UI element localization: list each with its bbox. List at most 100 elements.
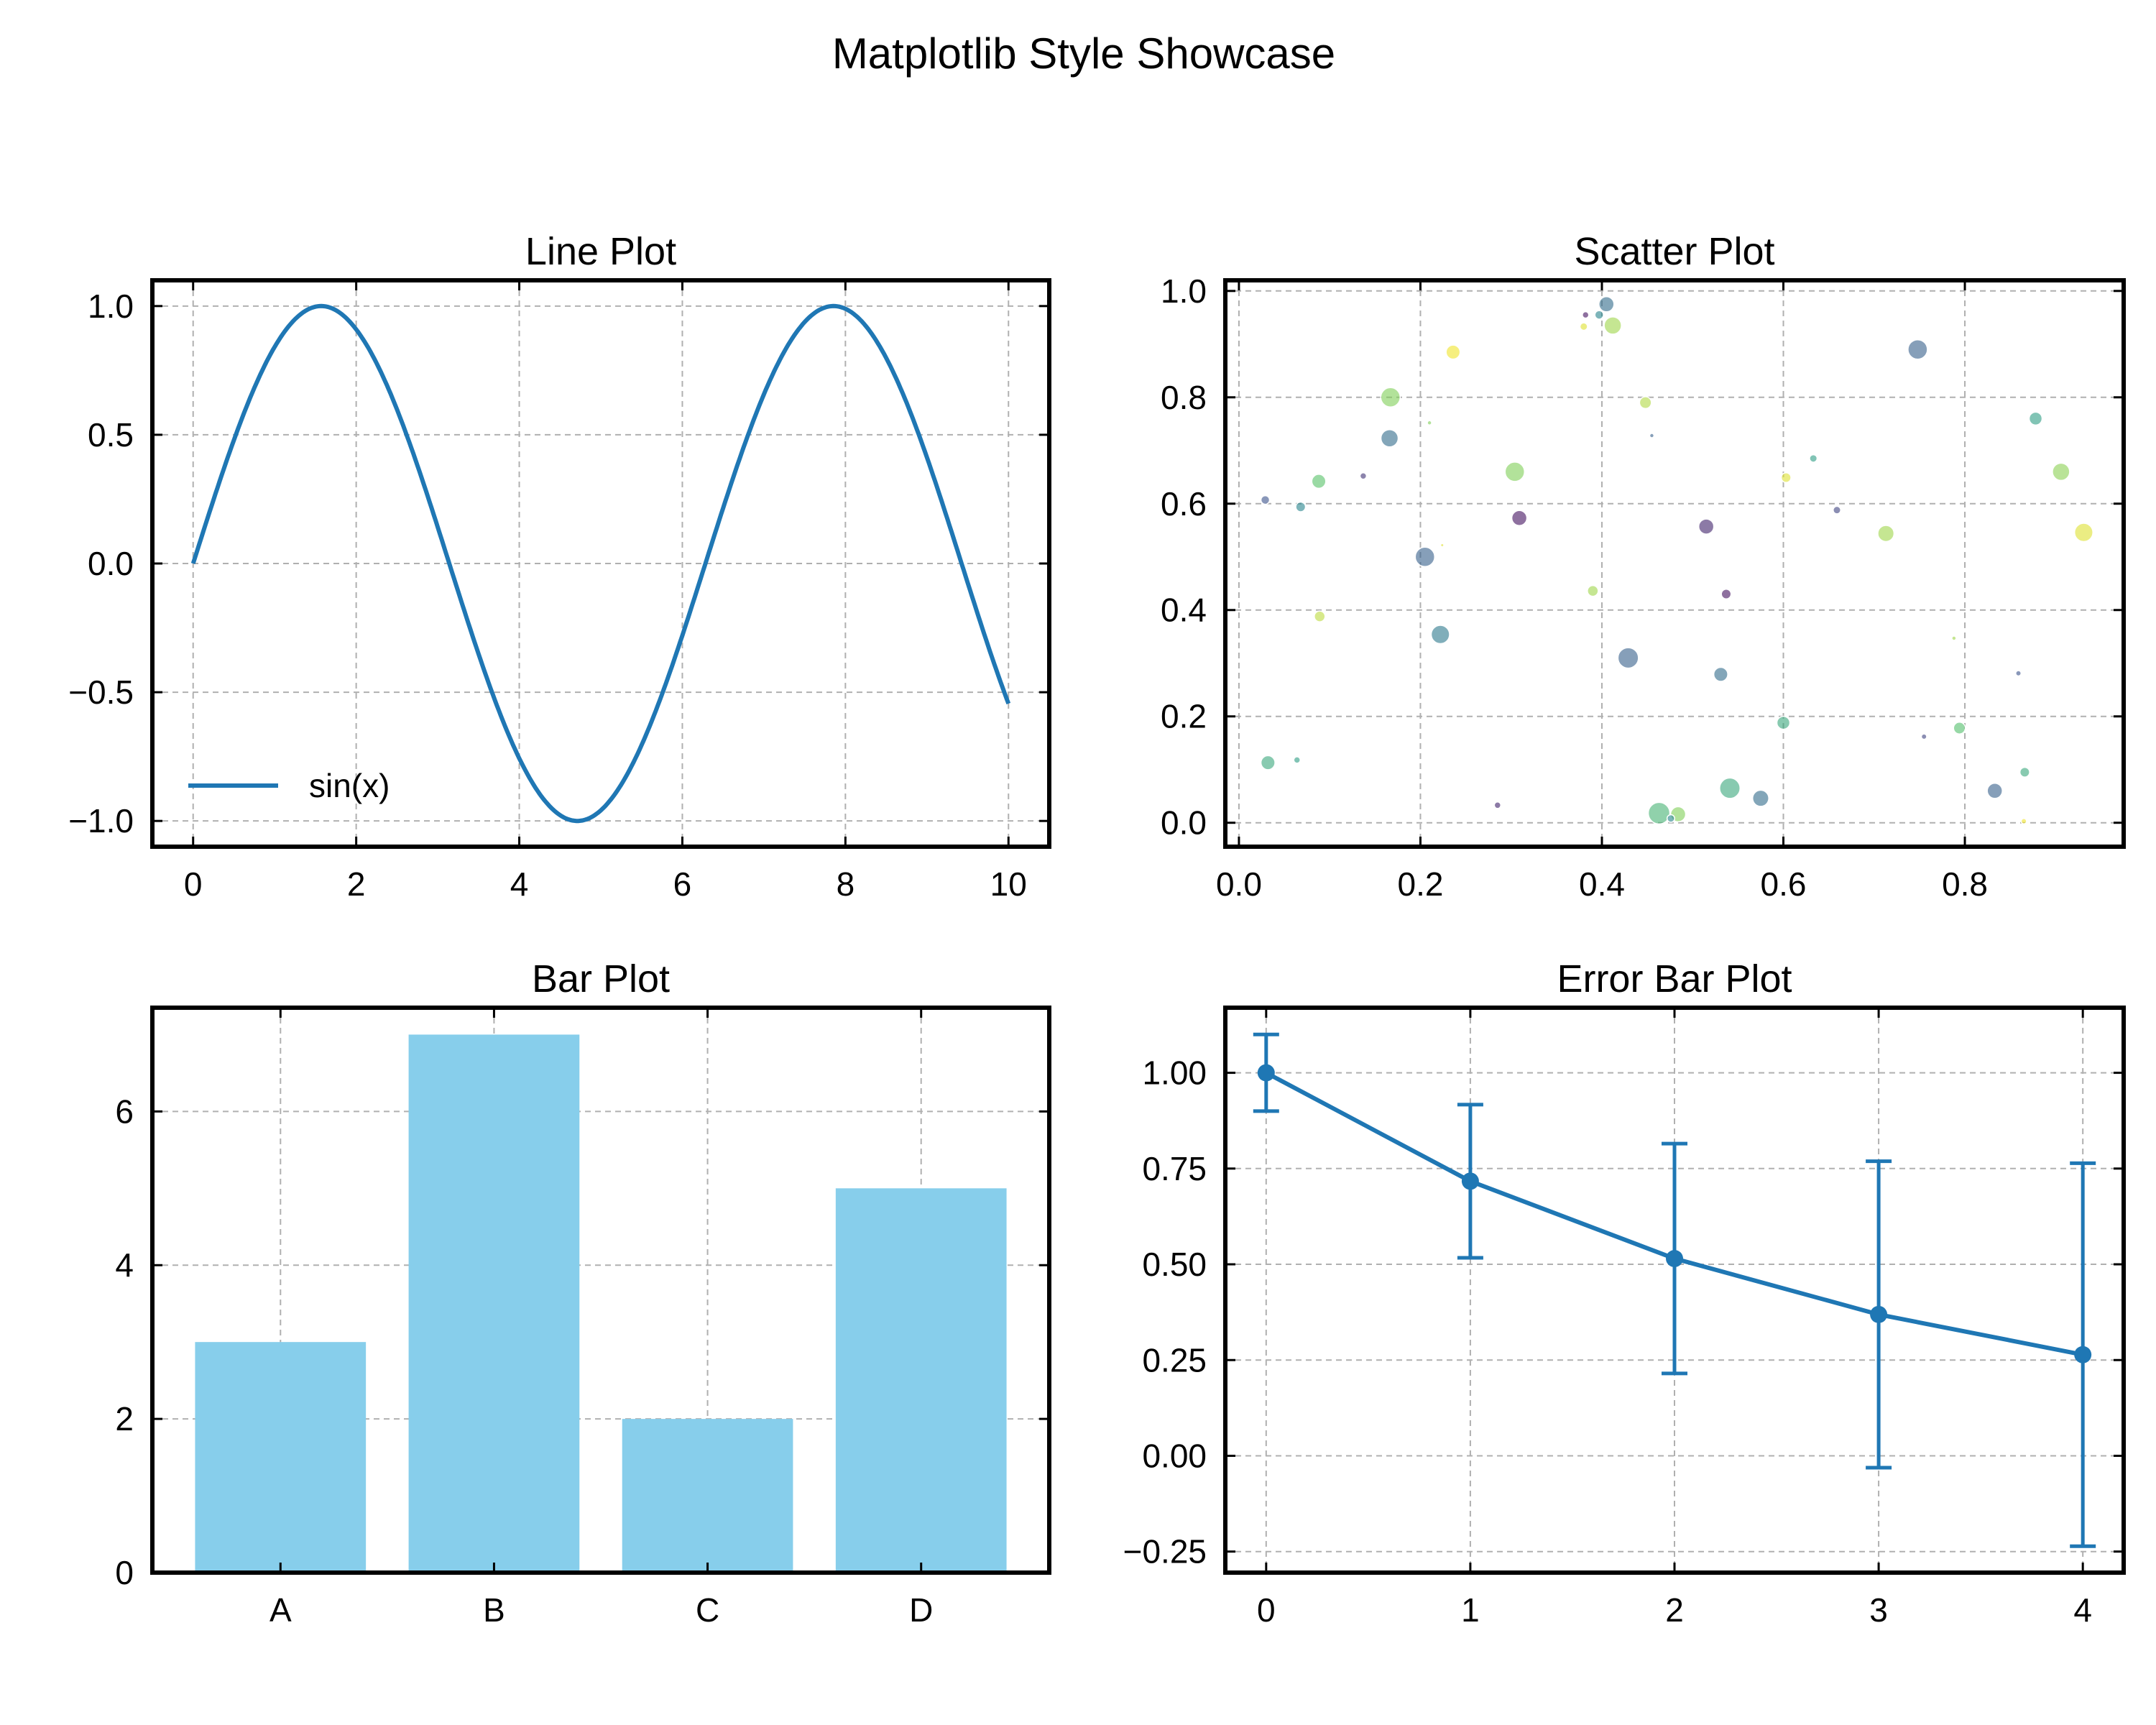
y-tick-label: −0.5 [68,673,134,711]
y-tick-label: 0.2 [1161,698,1207,735]
x-tick-label: 6 [673,865,692,903]
scatter-point [1639,396,1652,410]
bar-A [195,1342,367,1573]
scatter-point [2020,817,2027,824]
scatter-point [1780,472,1792,484]
y-tick-label: 0.4 [1161,592,1207,629]
panel-title: Bar Plot [532,957,670,1000]
x-tick-label: 0.0 [1216,865,1262,903]
y-tick-label: −0.25 [1123,1533,1207,1570]
panel-title: Line Plot [525,230,676,273]
scatter-point [2073,523,2093,543]
x-tick-label: 2 [1665,1591,1684,1629]
scatter-point [1713,666,1728,682]
y-tick-label: 0.75 [1142,1150,1207,1187]
scatter-point [1907,339,1928,360]
bar-plot-panel: Bar Plot A B C D 0 2 4 6 [115,957,1051,1629]
scatter-point [2052,462,2070,482]
bar-B [408,1034,580,1573]
scatter-point [1430,625,1450,645]
scatter-point [1380,429,1399,448]
panel-title: Error Bar Plot [1557,957,1792,1000]
x-tick-label: 2 [347,865,366,903]
scatter-point [1833,505,1842,515]
scatter-point [1427,420,1432,426]
scatter-point [2015,670,2022,677]
y-tick-label: 0.00 [1142,1437,1207,1474]
x-tick-label: 3 [1869,1591,1888,1629]
error-bar-plot-panel: Error Bar Plot 0 1 2 3 4 −0.25 0.00 0.25 0.50 0.75… [1123,957,2126,1629]
scatter-point [1504,461,1526,482]
x-tick-label: 0 [184,865,203,903]
x-tick-label: D [909,1591,933,1629]
y-tick-label: 0.0 [1161,804,1207,842]
axes-frame [1223,278,2126,849]
y-tick-label: 0.0 [88,545,134,582]
data-point [1461,1172,1479,1190]
scatter-point [1986,783,2003,799]
y-tick-label: 0.50 [1142,1246,1207,1283]
scatter-point [1649,433,1655,438]
y-tick-label: 1.0 [88,288,134,325]
scatter-point [1511,510,1528,526]
data-point [1666,1250,1683,1268]
axes-frame [150,1006,1051,1575]
scatter-point [1751,789,1769,807]
x-tick-label: C [696,1591,719,1629]
x-tick-label: 0 [1257,1591,1276,1629]
scatter-point [1582,310,1590,319]
y-tick-label: 6 [115,1092,134,1130]
x-tick-label: 8 [837,865,855,903]
x-tick-label: 0.2 [1397,865,1443,903]
x-tick-label: A [270,1591,292,1629]
scatter-point [1579,322,1588,331]
scatter-point [1445,344,1461,360]
scatter-point [1359,472,1368,480]
scatter-point [1603,316,1622,335]
scatter-plot-panel: Scatter Plot 0.0 0.2 0.4 0.6 0.8 0.0 0.2 0.4 0.6 0… [1161,230,2126,903]
data-point [1257,1064,1275,1082]
scatter-point [1666,814,1675,823]
x-tick-label: 10 [990,865,1027,903]
y-tick-label: −1.0 [68,802,134,840]
scatter-point [1311,474,1327,489]
data-point [2074,1346,2092,1363]
x-tick-label: 0.6 [1761,865,1807,903]
y-tick-label: 4 [115,1246,134,1284]
scatter-point [2019,766,2030,778]
scatter-point [1951,635,1957,641]
series-line-sin [190,303,1011,824]
scatter-point [1719,777,1741,799]
figure-title: Matplotlib Style Showcase [832,29,1335,78]
y-tick-label: 0.5 [88,416,134,454]
y-tick-label: 1.0 [1161,272,1207,310]
scatter-point [1439,543,1445,548]
scatter-point [1594,310,1604,320]
scatter-point [1809,454,1818,463]
y-tick-label: 1.00 [1142,1054,1207,1092]
bar-C [622,1419,793,1573]
y-tick-label: 0.25 [1142,1341,1207,1379]
x-tick-label: 0.8 [1942,865,1988,903]
scatter-point [1314,610,1326,622]
scatter-point [1587,584,1599,597]
scatter-point [1720,589,1732,600]
scatter-point [1260,755,1276,770]
y-tick-label: 0 [115,1554,134,1591]
scatter-point [1920,733,1927,740]
scatter-point [1493,801,1502,809]
scatter-point [1697,518,1715,535]
panel-title: Scatter Plot [1574,230,1774,273]
y-tick-label: 0.8 [1161,379,1207,416]
scatter-point [1260,494,1271,505]
data-point [1870,1305,1888,1323]
scatter-point [1953,722,1966,735]
y-tick-label: 2 [115,1400,134,1438]
scatter-point [1293,756,1301,764]
line-plot-panel: Line Plot sin(x) 0 2 4 6 8 10 −1.0 −0.5 0.0 0.5 1.0 [68,230,1051,903]
scatter-point [1295,501,1307,512]
scatter-point [1598,296,1615,313]
x-tick-label: B [483,1591,505,1629]
scatter-point [1647,801,1671,825]
